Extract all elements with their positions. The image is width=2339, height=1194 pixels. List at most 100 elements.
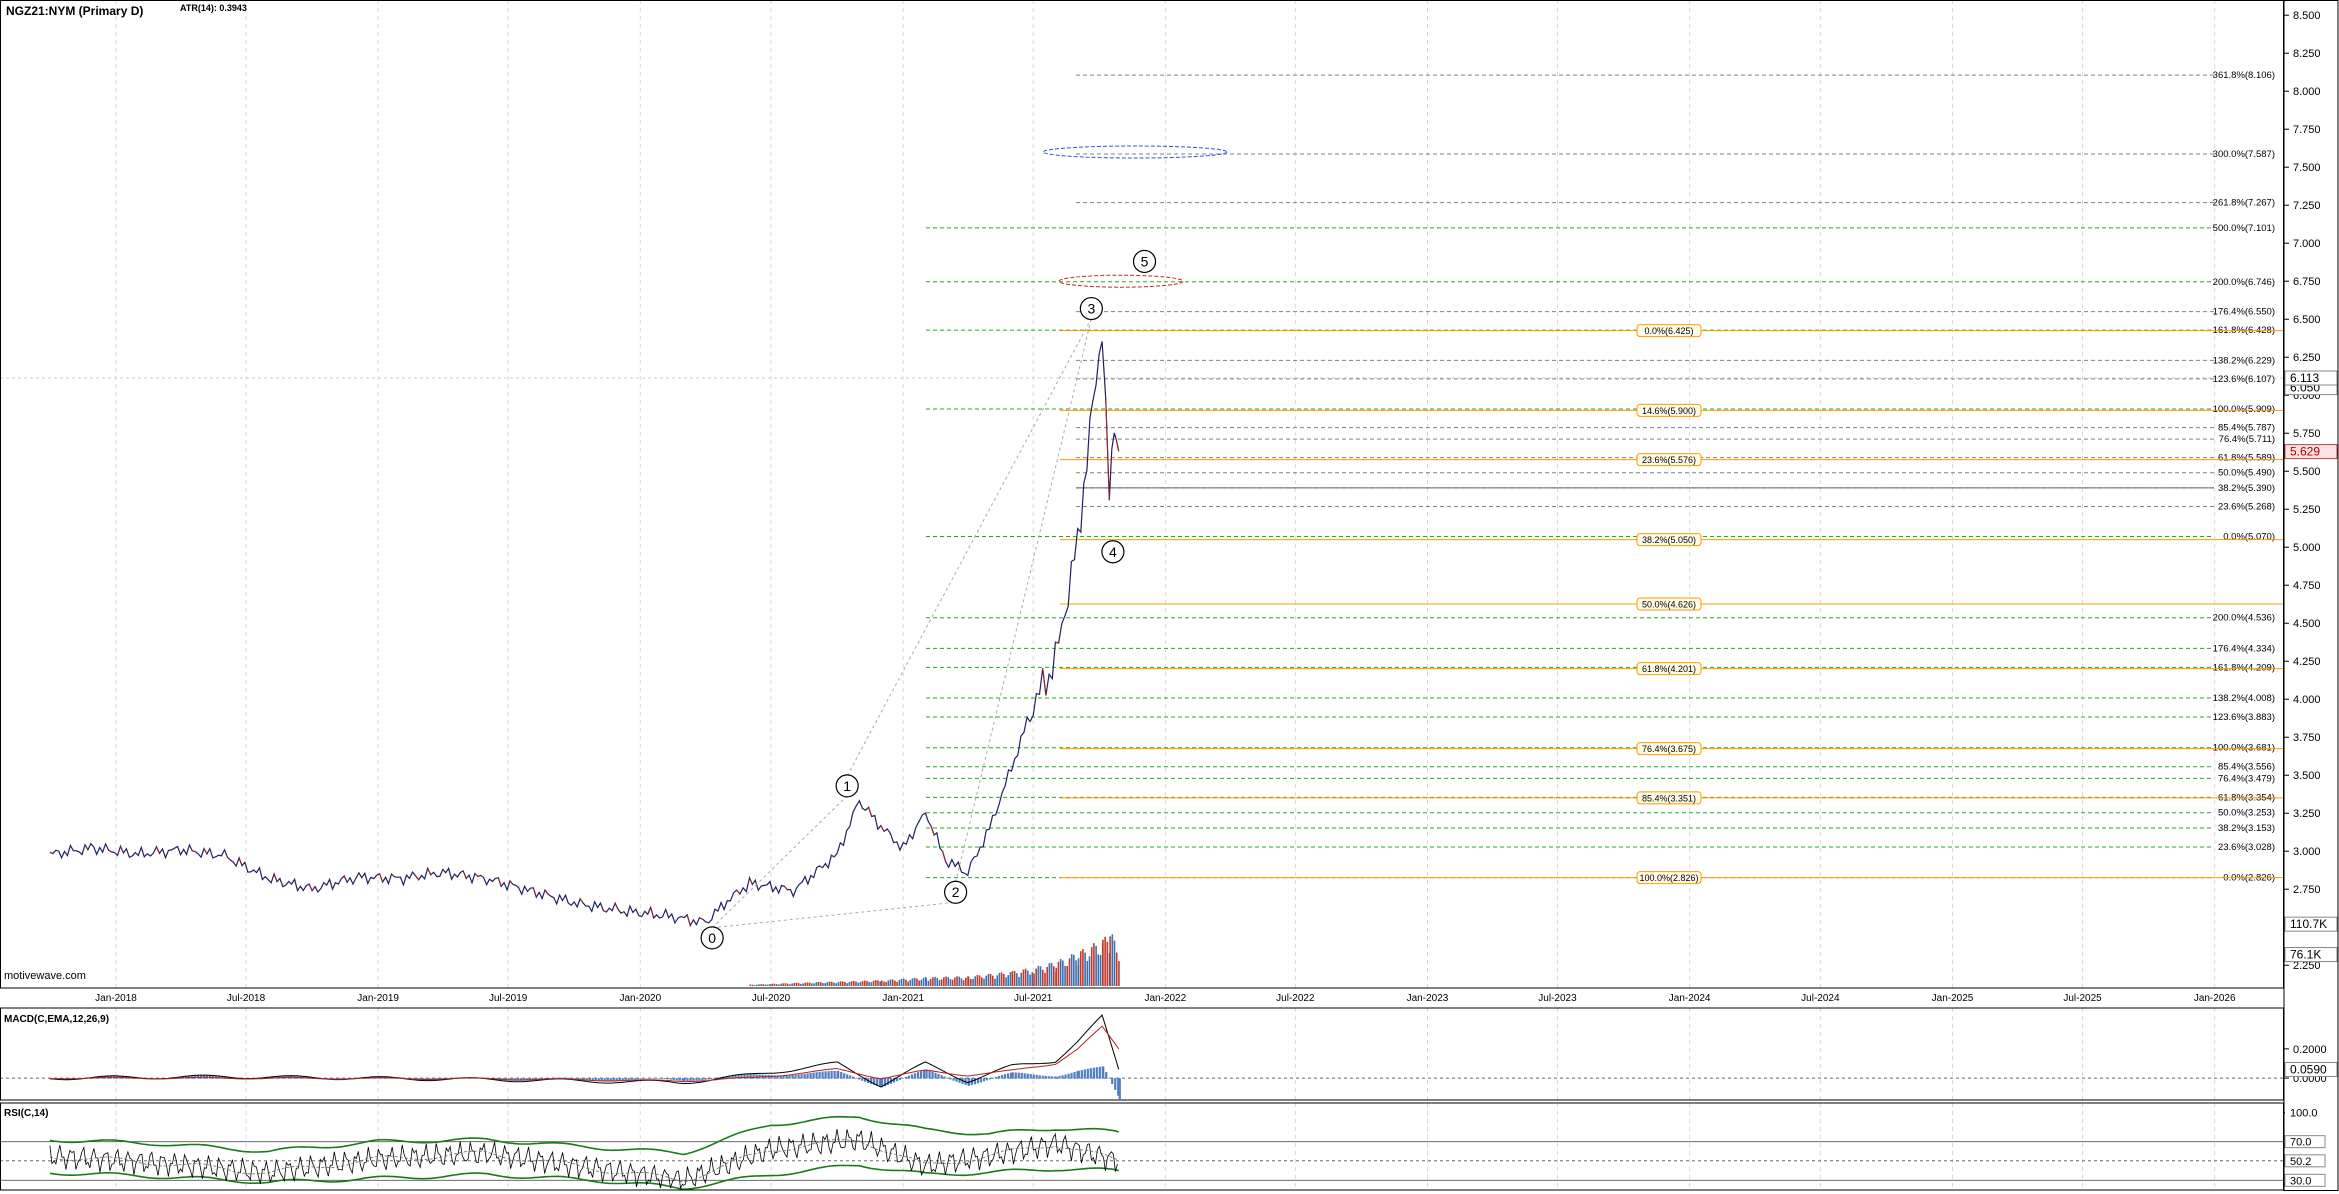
- macd-panel[interactable]: MACD(C,EMA,12,26,9): [0, 1013, 2283, 1100]
- volume-bar: [1118, 961, 1120, 986]
- volume-bar: [789, 984, 791, 986]
- price-down-segment: [579, 898, 584, 904]
- price-down-segment: [509, 880, 514, 885]
- macd-histogram-bar: [800, 1074, 803, 1079]
- fib-box-label: 0.0%(6.425): [1644, 326, 1693, 336]
- volume-bar: [1027, 970, 1029, 986]
- macd-histogram-bar: [672, 1078, 675, 1080]
- macd-histogram-bar: [1041, 1075, 1044, 1079]
- fib-level-label: 85.4%(5.787): [2218, 423, 2275, 434]
- fib-box: [1636, 871, 1702, 885]
- macd-histogram-bar: [633, 1078, 636, 1080]
- x-tick-label: Jul-2022: [1276, 993, 1315, 1004]
- fib-box: [1636, 742, 1702, 756]
- volume-bar: [861, 980, 864, 986]
- volume-bar: [1062, 960, 1064, 986]
- macd-histogram-bar: [591, 1078, 594, 1081]
- volume-bar: [936, 977, 939, 986]
- price-badge: 6.113: [2290, 371, 2319, 385]
- macd-histogram-bar: [892, 1078, 896, 1083]
- price-tick-label: 4.500: [2293, 618, 2321, 630]
- rsi-upper-band: [49, 1115, 1119, 1156]
- volume-bar: [1073, 954, 1075, 986]
- macd-histogram-bar: [522, 1078, 525, 1081]
- volume-bar: [753, 984, 756, 986]
- volume-bar: [1059, 959, 1062, 986]
- macd-histogram-bar: [612, 1078, 615, 1082]
- macd-histogram-bar: [1032, 1074, 1035, 1079]
- volume-bar: [767, 984, 769, 986]
- wave-label: 0: [708, 930, 716, 946]
- macd-histogram-bar: [675, 1078, 678, 1081]
- price-panel[interactable]: 361.8%(8.106) 300.0%(7.587) 261.8%(7.267) 5…: [0, 70, 2283, 986]
- volume-bar: [940, 979, 943, 986]
- macd-histogram-bar: [1014, 1072, 1017, 1079]
- macd-histogram-bar: [864, 1078, 867, 1082]
- macd-histogram-bar: [879, 1078, 882, 1087]
- price-badge-box: [2284, 916, 2338, 932]
- volume-bar: [769, 983, 771, 986]
- macd-histogram-bar: [803, 1073, 806, 1079]
- macd-histogram-bar: [1053, 1076, 1056, 1079]
- wave-channel-line: [712, 901, 956, 929]
- macd-histogram-bar: [752, 1074, 755, 1079]
- fib-box-label: 76.4%(3.675): [1642, 744, 1696, 754]
- price-down-segment: [686, 914, 691, 926]
- macd-histogram-bar: [728, 1075, 731, 1079]
- price-down-segment: [1055, 641, 1059, 644]
- x-tick-label: Jan-2018: [95, 993, 137, 1004]
- macd-histogram-bar: [988, 1078, 992, 1080]
- volume-bar: [1037, 965, 1040, 986]
- macd-histogram-bar: [943, 1076, 946, 1079]
- macd-histogram-bar: [639, 1078, 642, 1079]
- fib-level-label: 138.2%(4.008): [2213, 693, 2275, 704]
- volume-bar: [844, 982, 846, 986]
- macd-histogram-bar: [561, 1077, 564, 1079]
- volume-bar: [778, 984, 780, 986]
- macd-histogram-bar: [925, 1069, 928, 1079]
- price-down-segment: [343, 875, 348, 883]
- macd-histogram-bar: [830, 1071, 833, 1079]
- volume-bar: [985, 975, 988, 986]
- volume-bar: [974, 976, 977, 986]
- volume-bar: [967, 976, 970, 986]
- volume-bar: [894, 980, 896, 986]
- volume-bar: [804, 982, 807, 986]
- macd-histogram-bar: [1003, 1074, 1007, 1079]
- macd-histogram-bar: [1011, 1072, 1014, 1079]
- volume-bar: [1102, 939, 1104, 986]
- price-down-segment: [192, 850, 196, 853]
- x-tick-label: Jan-2020: [619, 993, 661, 1004]
- volume-bar: [911, 978, 914, 986]
- price-badge-box: [2284, 370, 2338, 386]
- volume-bar: [806, 982, 809, 986]
- macd-histogram-bar: [1000, 1075, 1004, 1079]
- price-tick-label: 8.000: [2293, 86, 2321, 98]
- price-tick-label: 6.250: [2293, 352, 2321, 364]
- wave-label-circle: [835, 774, 859, 798]
- macd-histogram-bar: [898, 1078, 902, 1080]
- rsi-panel[interactable]: RSI(C,14): [0, 1108, 2283, 1191]
- price-down-segment: [819, 865, 823, 869]
- volume-bar: [1046, 966, 1048, 986]
- price-tick-label: 2.250: [2293, 960, 2321, 972]
- macd-histogram-bar: [707, 1078, 710, 1080]
- volume-bar: [945, 976, 947, 986]
- volume-bar: [1007, 975, 1010, 986]
- volume-bar: [943, 977, 945, 986]
- price-down-segment: [831, 854, 835, 858]
- macd-histogram-bar: [543, 1078, 546, 1080]
- macd-histogram-bar: [955, 1078, 958, 1082]
- macd-histogram-bar: [797, 1074, 800, 1079]
- macd-histogram-bar: [958, 1078, 961, 1083]
- volume-bar: [972, 978, 974, 986]
- macd-histogram-bar: [1023, 1073, 1026, 1079]
- price-tick-label: 5.000: [2293, 542, 2321, 554]
- price-tick-label: 7.000: [2293, 238, 2321, 250]
- volume-bar: [1039, 966, 1042, 986]
- volume-bar: [887, 980, 890, 986]
- x-tick-label: Jul-2018: [227, 993, 266, 1004]
- macd-histogram-bar: [558, 1077, 561, 1079]
- macd-histogram-bar: [821, 1071, 824, 1079]
- volume-bar: [1048, 963, 1051, 986]
